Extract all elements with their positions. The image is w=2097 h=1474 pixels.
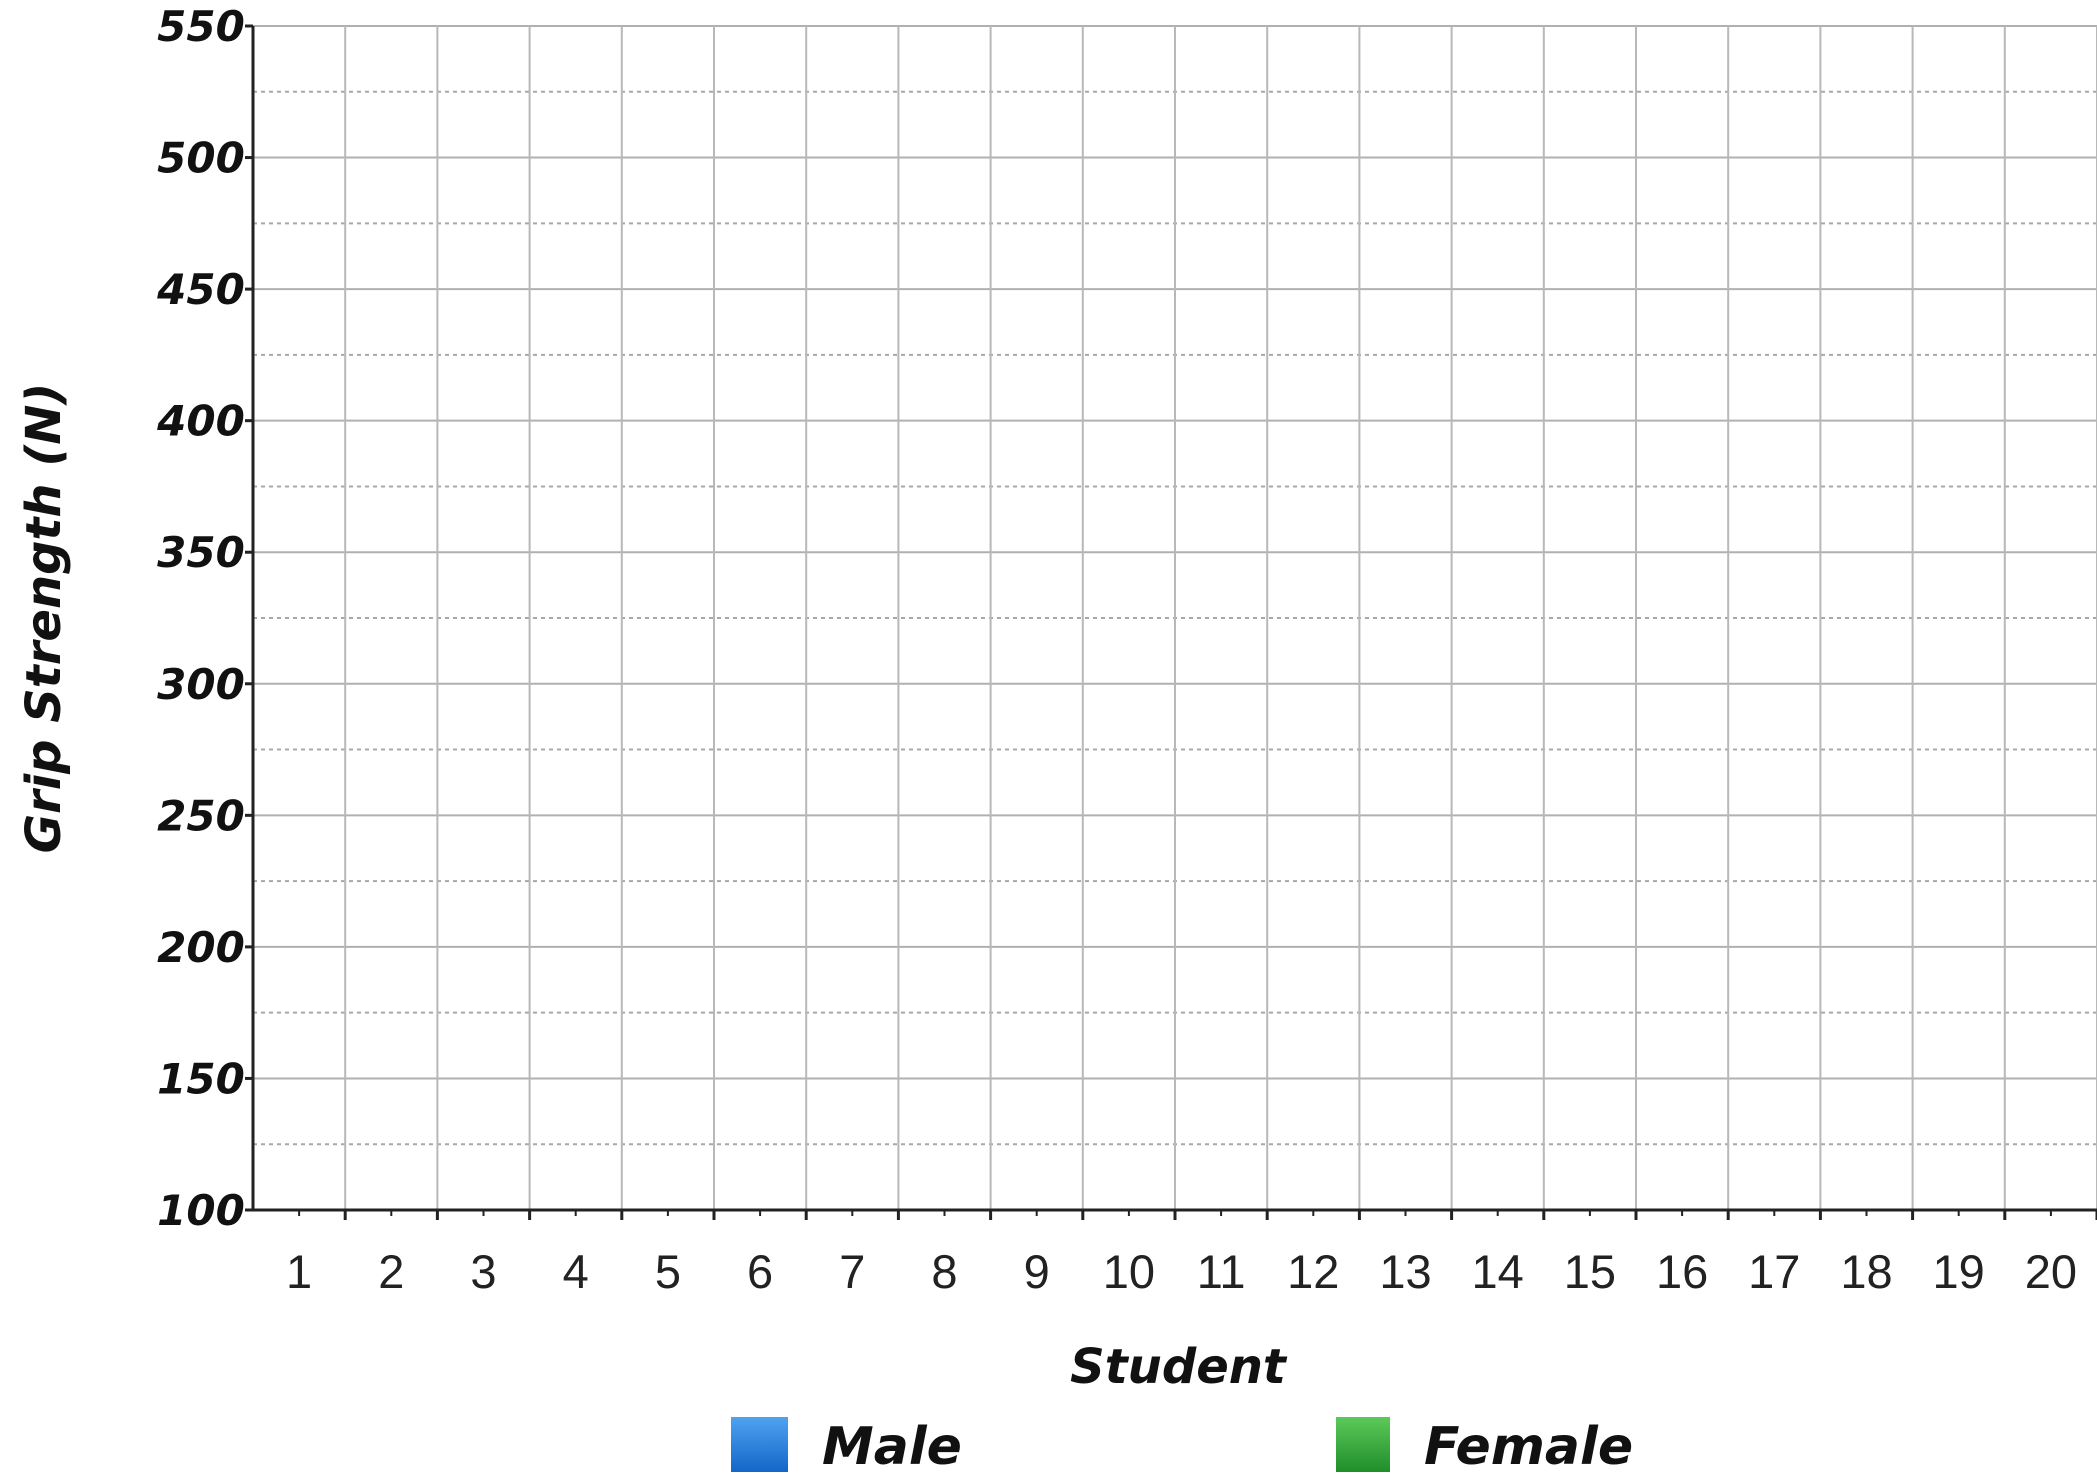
x-tick-label: 17 xyxy=(1748,1245,1800,1298)
x-tick-labels: 1 2 3 4 5 6 7 8 9 10 11 12 13 14 15 16 17 18 19 20 xyxy=(286,1245,2077,1298)
x-tick-label: 4 xyxy=(563,1245,589,1298)
legend-label-male: Male xyxy=(822,1417,962,1474)
y-tick-label: 450 xyxy=(156,265,245,314)
legend-swatch-male xyxy=(731,1417,788,1472)
x-tick-label: 9 xyxy=(1024,1245,1050,1298)
x-tick-label: 3 xyxy=(470,1245,496,1298)
x-tick-label: 10 xyxy=(1103,1245,1155,1298)
y-axis-label: Grip Strength (N) xyxy=(16,383,72,854)
x-tick-label: 16 xyxy=(1656,1245,1708,1298)
y-tick-label: 200 xyxy=(157,923,245,972)
y-tick-label: 300 xyxy=(157,660,245,709)
x-tick-label: 2 xyxy=(378,1245,404,1298)
x-tick-label: 7 xyxy=(839,1245,865,1298)
legend-item-female: Female xyxy=(1336,1417,1633,1474)
x-tick-label: 1 xyxy=(286,1245,312,1298)
x-tick-label: 6 xyxy=(747,1245,773,1298)
x-tick-label: 13 xyxy=(1379,1245,1431,1298)
legend-item-male: Male xyxy=(731,1417,962,1474)
x-tick-label: 11 xyxy=(1197,1245,1246,1298)
y-tick-label: 350 xyxy=(157,528,245,577)
x-tick-label: 18 xyxy=(1840,1245,1892,1298)
x-axis-label: Student xyxy=(1070,1339,1288,1395)
x-tick-label: 8 xyxy=(931,1245,957,1298)
legend: Male Female xyxy=(731,1417,1633,1474)
x-tick-label: 20 xyxy=(2025,1245,2077,1298)
vertical-gridlines xyxy=(344,26,2097,1210)
x-tick-label: 5 xyxy=(655,1245,681,1298)
y-tick-label: 250 xyxy=(157,791,245,840)
x-tick-label: 15 xyxy=(1564,1245,1616,1298)
y-tick-label: 150 xyxy=(157,1054,245,1103)
axes xyxy=(245,24,2097,1220)
x-tick-label: 12 xyxy=(1287,1245,1339,1298)
legend-swatch-female xyxy=(1336,1417,1390,1472)
y-tick-label: 400 xyxy=(156,397,245,446)
x-tick-label: 19 xyxy=(1933,1245,1985,1298)
y-tick-label: 550 xyxy=(157,2,245,51)
legend-label-female: Female xyxy=(1424,1417,1633,1474)
y-tick-labels: 100 150 200 250 300 350 400 450 500 550 xyxy=(156,2,245,1235)
x-tick-label: 14 xyxy=(1472,1245,1524,1298)
y-tick-label: 100 xyxy=(157,1186,245,1235)
y-tick-label: 500 xyxy=(157,134,245,183)
